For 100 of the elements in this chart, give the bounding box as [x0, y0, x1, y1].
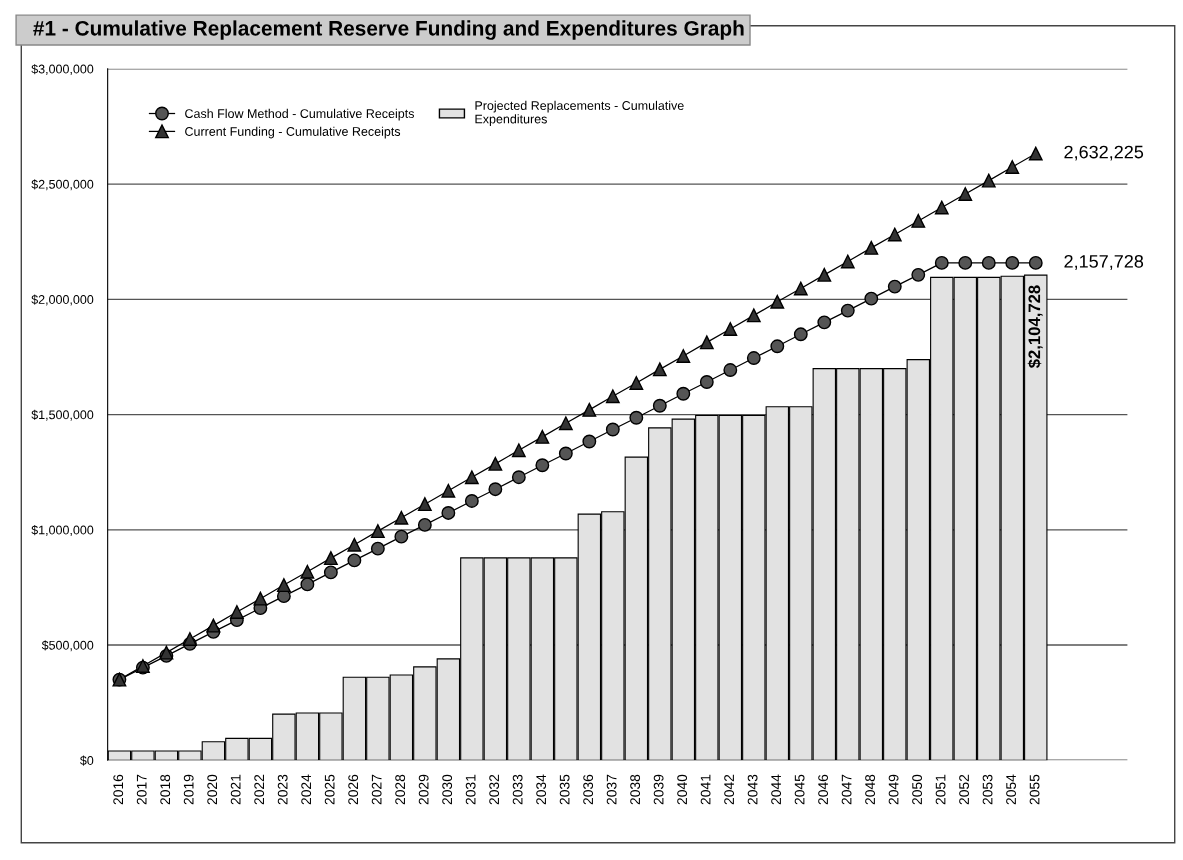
x-tick-label: 2039: [653, 774, 664, 805]
point: [699, 335, 714, 350]
point: [840, 303, 855, 318]
point: [511, 443, 526, 458]
x-tick-label: 2044: [771, 774, 782, 805]
point: [629, 375, 644, 390]
point: [934, 255, 949, 270]
point: [558, 446, 573, 461]
point: [1005, 255, 1020, 270]
legend-label: Projected Replacements - Cumulative Expenditures: [475, 100, 684, 126]
x-tick-label: 2047: [841, 774, 852, 805]
point: [652, 362, 667, 377]
x-tick-label: 2019: [183, 774, 194, 805]
point: [1028, 146, 1043, 161]
point: [699, 375, 714, 389]
point: [300, 577, 315, 592]
point: [253, 591, 268, 606]
x-tick-label: 2055: [1029, 774, 1040, 805]
chart-title: #1 - Cumulative Replacement Reserve Funding and Expenditures Graph: [33, 20, 744, 40]
x-tick-label: 2029: [418, 774, 429, 805]
point: [582, 402, 597, 417]
point: [206, 618, 221, 633]
x-tick-label: 2020: [207, 774, 218, 805]
point: [464, 494, 479, 508]
point: [864, 291, 879, 306]
x-tick-label: 2030: [442, 774, 453, 805]
x-tick-label: 2028: [395, 774, 406, 805]
point: [887, 279, 902, 294]
y-tick-label: $2,000,000: [31, 294, 94, 306]
point: [1028, 255, 1043, 270]
point: [582, 434, 597, 449]
point: [840, 254, 855, 269]
y-tick-label: $1,000,000: [31, 525, 94, 536]
x-tick-label: 2018: [160, 774, 171, 805]
point: [723, 322, 738, 336]
point: [652, 398, 667, 413]
point: [394, 510, 409, 525]
point: [770, 339, 785, 354]
point: [981, 173, 996, 188]
y-tick-label: $3,000,000: [31, 64, 94, 75]
x-tick-label: 2037: [606, 774, 617, 805]
point: [934, 200, 949, 215]
point: [370, 541, 385, 556]
x-tick-label: 2053: [982, 774, 993, 805]
point: [605, 389, 620, 404]
x-tick-label: 2017: [136, 774, 147, 805]
point: [1005, 160, 1020, 174]
point: [911, 213, 926, 228]
point: [793, 327, 808, 342]
x-tick-label: 2051: [935, 774, 946, 805]
point: [746, 308, 761, 323]
point: [347, 537, 362, 552]
point: [793, 281, 808, 296]
point: [629, 410, 644, 425]
annotation: 2,632,225: [1064, 145, 1144, 161]
x-tick-label: 2023: [277, 774, 288, 805]
point: [676, 386, 691, 401]
point: [370, 524, 385, 539]
point: [511, 470, 526, 485]
x-tick-label: 2024: [301, 774, 312, 805]
point: [911, 267, 926, 282]
x-tick-label: 2041: [700, 774, 711, 805]
point: [817, 315, 832, 330]
annotation: 2,157,728: [1064, 254, 1144, 270]
x-tick-label: 2031: [465, 774, 476, 805]
x-tick-label: 2042: [724, 774, 735, 805]
x-tick-label: 2026: [348, 774, 359, 805]
x-tick-label: 2046: [818, 774, 829, 805]
point: [605, 422, 620, 437]
x-tick-label: 2050: [912, 774, 923, 805]
point: [535, 429, 550, 444]
point: [488, 482, 503, 497]
x-tick-label: 2025: [324, 774, 335, 805]
point: [676, 349, 691, 363]
point: [464, 470, 479, 485]
point: [958, 255, 973, 270]
point: [394, 529, 409, 544]
point: [417, 497, 432, 512]
y-tick-label: $1,500,000: [31, 409, 94, 421]
legend-label: Cash Flow Method - Cumulative Receipts: [185, 108, 414, 121]
x-tick-label: 2021: [230, 774, 241, 805]
x-tick-label: 2032: [489, 774, 500, 805]
point: [558, 416, 573, 431]
x-tick-label: 2049: [888, 774, 899, 805]
x-tick-label: 2034: [536, 774, 547, 805]
x-tick-label: 2043: [747, 774, 758, 805]
x-tick-label: 2052: [959, 774, 969, 805]
x-tick-label: 2022: [254, 774, 265, 805]
point: [723, 363, 738, 377]
point: [535, 458, 550, 473]
point: [887, 227, 902, 242]
x-tick-label: 2036: [583, 774, 594, 805]
x-tick-label: 2054: [1006, 774, 1016, 805]
point: [276, 578, 291, 593]
y-tick-label: $2,500,000: [31, 179, 94, 191]
point: [488, 456, 503, 471]
point: [817, 267, 832, 282]
y-tick-label: $500,000: [41, 640, 94, 652]
x-tick-label: 2048: [865, 774, 876, 805]
point: [323, 565, 338, 580]
